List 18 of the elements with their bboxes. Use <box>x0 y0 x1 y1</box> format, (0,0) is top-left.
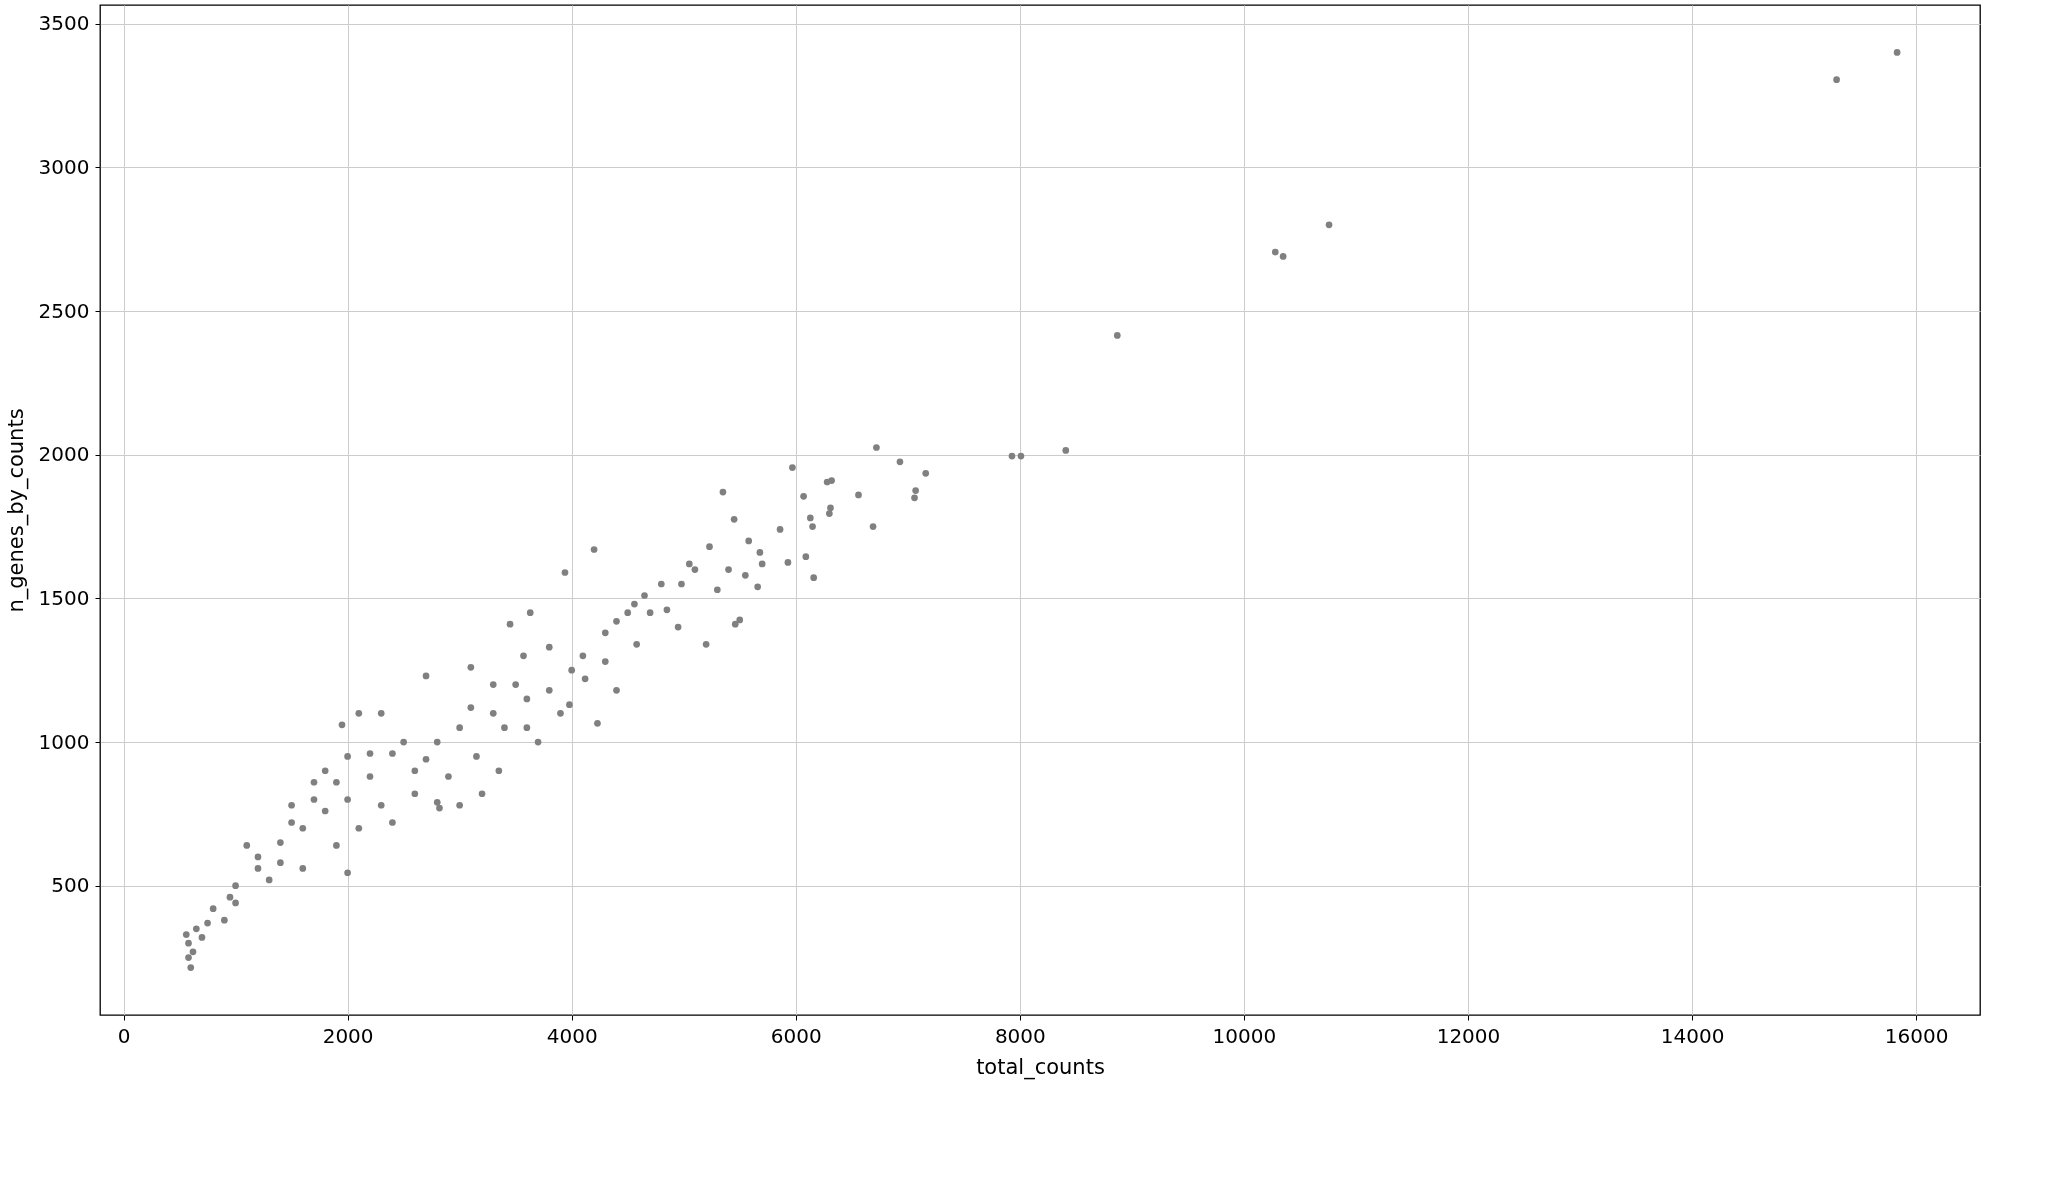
x-tick-label: 4000 <box>546 1023 598 1048</box>
x-tick-label: 12000 <box>1436 1023 1501 1048</box>
x-axis-title: total_counts <box>976 1054 1105 1080</box>
y-tick-label: 500 <box>51 873 90 898</box>
y-tick-label: 2000 <box>38 442 90 467</box>
x-tick-label: 14000 <box>1660 1023 1725 1048</box>
x-tick-label: 16000 <box>1884 1023 1949 1048</box>
x-tick-label: 8000 <box>994 1023 1046 1048</box>
x-tick-label: 0 <box>117 1023 131 1048</box>
y-tick-label: 3000 <box>38 154 90 179</box>
y-tick-label: 1000 <box>38 729 90 754</box>
y-tick-label: 1500 <box>38 585 90 610</box>
y-tick-label: 2500 <box>38 298 90 323</box>
x-tick-label: 6000 <box>770 1023 822 1048</box>
x-tick-label: 10000 <box>1212 1023 1277 1048</box>
y-axis-title: n_genes_by_counts <box>3 408 29 613</box>
x-tick-label: 2000 <box>322 1023 374 1048</box>
y-tick-label: 3500 <box>38 11 90 36</box>
